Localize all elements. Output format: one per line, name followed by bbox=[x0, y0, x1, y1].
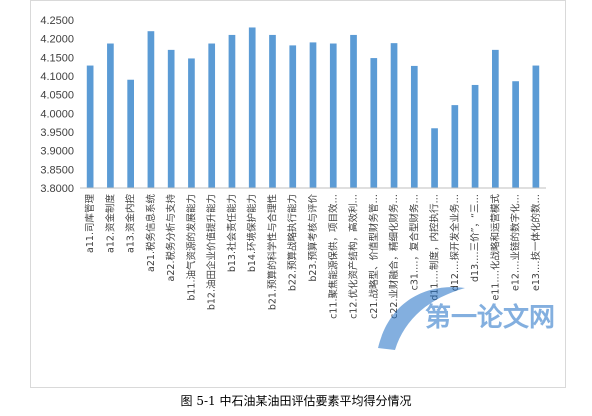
bar bbox=[390, 43, 398, 189]
bar bbox=[492, 49, 499, 189]
bar bbox=[512, 81, 519, 188]
y-tick-label: 4.0000 bbox=[40, 108, 74, 120]
bar bbox=[208, 43, 216, 188]
chart-frame bbox=[30, 0, 566, 388]
x-category-label: b12.油田企业价值提升能力 bbox=[206, 194, 218, 310]
x-category-label: b21.预算的科学性与合理性 bbox=[266, 194, 278, 311]
y-tick-label: 4.0500 bbox=[40, 90, 74, 102]
y-tick-label: 3.9500 bbox=[40, 127, 74, 139]
bar bbox=[269, 34, 276, 189]
y-tick-label: 4.2500 bbox=[40, 15, 74, 27]
bar bbox=[228, 34, 236, 189]
figure-caption: 图 5-1 中石油某油田评估要素平均得分情况 bbox=[180, 394, 412, 408]
x-category-label: c22.业财融合，精细化财务… bbox=[388, 194, 400, 319]
x-category-label: a22.税务分析与支持 bbox=[165, 194, 177, 282]
x-category-label: c12.优化资产结构，高效利… bbox=[348, 194, 360, 319]
x-category-label: c11.聚焦能源保供，项目效… bbox=[327, 194, 339, 319]
watermark-logo: 第一论文网 bbox=[378, 287, 555, 350]
bar bbox=[248, 27, 256, 188]
watermark-text: 第一论文网 bbox=[425, 302, 555, 333]
x-category-label: a11.司库管理 bbox=[84, 194, 96, 253]
bar bbox=[370, 58, 378, 188]
watermark-swoosh-icon bbox=[378, 287, 465, 350]
x-category-label: d11.…制度，内控执行… bbox=[429, 194, 441, 301]
bar bbox=[309, 42, 317, 189]
x-category-label: c21.战略型、价值型财务管… bbox=[368, 194, 380, 319]
y-tick-label: 3.8500 bbox=[40, 164, 74, 176]
x-category-label: e13.…技一体化的数… bbox=[530, 194, 542, 291]
y-tick-label: 4.2000 bbox=[40, 34, 74, 46]
bar bbox=[167, 49, 175, 189]
bar bbox=[350, 34, 357, 189]
x-category-label: a12.资金制度 bbox=[104, 194, 116, 253]
y-tick-label: 3.8000 bbox=[40, 183, 74, 195]
bar bbox=[86, 65, 94, 188]
x-category-label: e11.…化战略和运营模式 bbox=[489, 194, 501, 301]
bar bbox=[127, 79, 134, 188]
bars-group bbox=[86, 27, 540, 189]
bar bbox=[451, 105, 459, 188]
x-category-label: b13.社会责任能力 bbox=[226, 194, 238, 272]
bar bbox=[410, 65, 418, 188]
x-category-label: b22.预算战略执行能力 bbox=[287, 194, 299, 291]
x-axis-labels: a11.司库管理 a12.资金制度 a13.资金内控 a21.税务信息系统 a22.税务… bbox=[84, 194, 542, 319]
x-category-label: c31.…，复合型财务… bbox=[408, 194, 420, 290]
y-tick-label: 3.9000 bbox=[40, 146, 74, 158]
x-category-label: a13.资金内控 bbox=[125, 194, 137, 253]
bar bbox=[329, 43, 337, 188]
x-category-label: b23.预算考核与评价 bbox=[307, 194, 319, 282]
x-category-label: b14.环境保护能力 bbox=[246, 194, 258, 272]
bar bbox=[147, 31, 155, 189]
y-tick-label: 4.1000 bbox=[40, 71, 74, 83]
y-tick-label: 4.1500 bbox=[40, 52, 74, 64]
bar bbox=[471, 84, 479, 188]
x-category-label: a21.税务信息系统 bbox=[145, 194, 157, 272]
bar bbox=[188, 58, 195, 189]
x-category-label: d12.…探开发全业务… bbox=[449, 194, 461, 291]
x-category-label: b11.油气资源的发展能力 bbox=[185, 194, 197, 301]
y-axis-ticks: 4.2500 4.2000 4.1500 4.1000 4.0500 4.0000 3.95… bbox=[40, 15, 74, 195]
bar bbox=[107, 43, 114, 188]
x-category-label: e12.…业链的数字化… bbox=[510, 194, 522, 291]
bar bbox=[431, 128, 438, 188]
bar bbox=[289, 45, 297, 188]
bar bbox=[532, 65, 540, 188]
x-category-label: d13.…三价”，“三… bbox=[470, 194, 481, 282]
